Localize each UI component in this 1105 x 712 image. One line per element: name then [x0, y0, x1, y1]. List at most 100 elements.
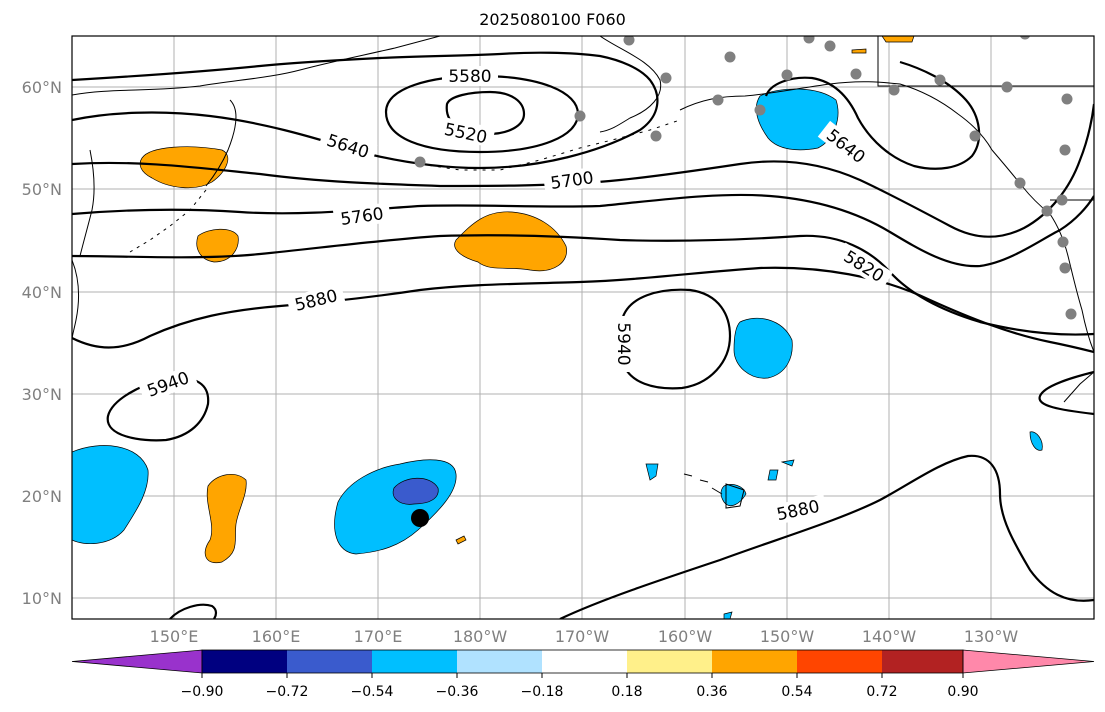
- gulf-of-alaska-coastline: [679, 81, 993, 151]
- station-marker: [1056, 194, 1068, 206]
- longitude-labels: 150°E 160°E 170°E 180°W 170°W 160°W 150°…: [150, 627, 1019, 646]
- kuril-islands: [129, 189, 207, 253]
- colorbar-segment: [627, 650, 712, 673]
- colorbar-segment: [457, 650, 542, 673]
- station-marker: [574, 110, 586, 122]
- contour-label: 5580: [448, 67, 491, 87]
- station-markers: [414, 36, 1077, 320]
- station-marker: [1019, 36, 1031, 40]
- negative-anomaly-region: [733, 317, 793, 379]
- station-marker: [934, 74, 946, 86]
- negative-anomaly-region: [645, 463, 659, 481]
- colorbar-tick-label: 0.72: [866, 684, 897, 700]
- station-marker: [754, 104, 766, 116]
- contour-5940-south: [169, 603, 218, 619]
- station-marker: [1065, 308, 1077, 320]
- station-marker: [1041, 205, 1053, 217]
- positive-anomaly-region: [851, 48, 867, 54]
- lon-label: 170°W: [555, 627, 610, 646]
- negative-anomaly-region: [723, 611, 733, 619]
- colorbar-segment: [202, 650, 287, 673]
- colorbar-segment: [882, 650, 963, 673]
- strong-negative-anomaly-region: [392, 477, 439, 505]
- station-marker: [888, 84, 900, 96]
- aleutian-islands: [419, 119, 681, 171]
- contour-label: 5940: [613, 322, 633, 365]
- station-marker: [1001, 81, 1013, 93]
- station-marker: [824, 40, 836, 52]
- colorbar-tick-label: −0.54: [351, 684, 394, 700]
- lat-label: 30°N: [22, 385, 62, 404]
- positive-anomaly-region: [454, 211, 567, 272]
- sakhalin-coastline: [79, 149, 95, 257]
- station-marker: [1061, 93, 1073, 105]
- colorbar-tick-label: 0.18: [611, 684, 642, 700]
- positive-anomaly-region: [881, 36, 915, 43]
- lon-label: 140°W: [862, 627, 917, 646]
- contour-5700: [72, 103, 1094, 238]
- station-marker: [660, 72, 672, 84]
- colorbar-segment: [287, 650, 372, 673]
- lon-label: 150°E: [150, 627, 199, 646]
- station-marker: [1059, 144, 1071, 156]
- positive-anomaly-region: [455, 535, 467, 545]
- colorbar: −0.90 −0.72 −0.54 −0.36 −0.18 0.18 0.36 …: [71, 649, 1095, 700]
- station-marker: [1014, 177, 1026, 189]
- colorbar-tick-label: 0.90: [947, 684, 978, 700]
- colorbar-extend-max: [962, 649, 1095, 674]
- contour-5640-west: [72, 51, 659, 170]
- lon-label: 160°E: [252, 627, 301, 646]
- hawaii-islands: [683, 473, 745, 509]
- mexico-coastline: [1063, 371, 1094, 403]
- lat-label: 50°N: [22, 180, 62, 199]
- colorbar-segment: [797, 650, 882, 673]
- lat-label: 10°N: [22, 589, 62, 608]
- station-marker: [969, 130, 981, 142]
- lat-label: 60°N: [22, 78, 62, 97]
- border-line: [877, 36, 1094, 87]
- colorbar-tick-label: −0.72: [266, 684, 309, 700]
- lat-label: 40°N: [22, 283, 62, 302]
- colorbar-tick-label: 0.54: [781, 684, 812, 700]
- station-marker: [414, 156, 426, 168]
- lon-label: 130°W: [964, 627, 1019, 646]
- colorbar-tick-label: −0.90: [181, 684, 224, 700]
- kamchatka-coastline: [205, 99, 237, 187]
- station-marker: [712, 94, 724, 106]
- negative-anomaly-region: [780, 459, 795, 467]
- map-frame: [71, 35, 1095, 620]
- colorbar-segment: [542, 650, 627, 673]
- negative-anomaly-region: [72, 445, 149, 545]
- lon-label: 180°W: [453, 627, 508, 646]
- asia-coastline: [72, 36, 441, 96]
- lon-label: 160°W: [658, 627, 713, 646]
- contour-5820: [72, 234, 1094, 336]
- lon-label: 150°W: [760, 627, 815, 646]
- colorbar-segment: [372, 650, 457, 673]
- alaska-coastline: [599, 36, 662, 133]
- coastlines: [72, 36, 1094, 509]
- colorbar-extend-min: [71, 649, 203, 674]
- station-marker: [623, 36, 635, 46]
- contour-5880-south: [559, 454, 1094, 619]
- map-area: [72, 36, 1094, 619]
- positive-anomaly-region: [204, 473, 247, 564]
- contour-5880-east: [1038, 370, 1094, 416]
- station-marker: [650, 130, 662, 142]
- contour-5760: [72, 193, 1094, 268]
- colorbar-tick-label: −0.36: [436, 684, 479, 700]
- station-marker: [724, 51, 736, 63]
- colorbar-segment: [712, 650, 797, 673]
- storm-center-marker: [411, 509, 429, 527]
- contour-5880-north: [72, 266, 1094, 354]
- lat-label: 20°N: [22, 487, 62, 506]
- station-marker: [803, 36, 815, 44]
- station-marker: [850, 68, 862, 80]
- negative-anomaly-region: [756, 88, 839, 151]
- negative-anomaly-region: [1029, 431, 1043, 451]
- map-title: 2025080100 F060: [479, 10, 626, 29]
- contour-5640-east: [764, 60, 981, 170]
- station-marker: [1057, 236, 1069, 248]
- lon-label: 170°E: [354, 627, 403, 646]
